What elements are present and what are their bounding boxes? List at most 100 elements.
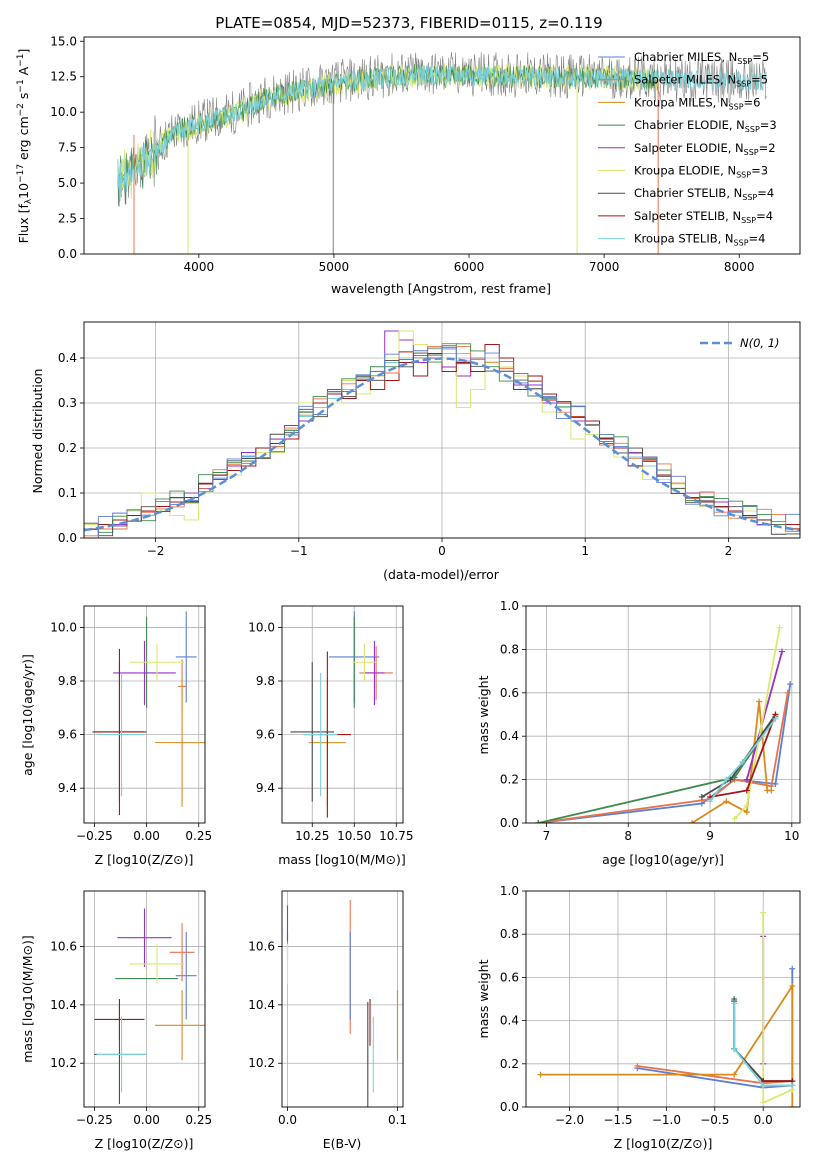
histogram-axes-plot-area [84,330,800,538]
y-tick-label: 10.6 [248,939,275,953]
x-tick-label: 10 [784,829,799,843]
data-point-marker [776,624,783,631]
weight-vs-age-axes [522,605,801,827]
data-point-marker [789,1104,796,1107]
data-point-marker [760,1099,767,1106]
legend-name: Salpeter ELODIE, N [634,141,744,155]
y-tick-label: 1.0 [500,884,519,898]
data-point-marker [760,909,767,916]
y-tick-label: 2.5 [58,212,77,226]
legend-sub: SSP [736,171,751,180]
x-tick-label: 6000 [454,260,485,274]
y-tick-label: 10.0 [50,620,77,634]
y-tick-label: 9.6 [256,728,275,742]
data-point-marker [723,776,730,783]
x-tick-label: 8 [624,829,632,843]
data-point-marker [772,715,779,722]
data-point-marker [731,1045,738,1052]
legend-name: Kroupa STELIB, N [634,232,734,246]
legend-name: Chabrier MILES, N [634,50,737,64]
data-point-marker [756,698,763,705]
x-tick-label: 0.00 [133,829,160,843]
spectrum-axes [80,36,801,258]
x-tick-label: 0.1 [388,1113,407,1127]
x-tick-label: 10.75 [379,829,413,843]
mass-vs-ebv-axes [278,890,404,1111]
y-tick-label: 0.0 [500,1100,519,1114]
x-tick-label: 0 [438,544,446,558]
y-axis-label: mass weight [476,675,491,754]
weight-vs-z-axes-plot-area [537,909,796,1107]
x-axis-label: age [log10(age/yr)] [602,852,724,867]
y-tick-label: 0.3 [58,396,77,410]
x-tick-label: 4000 [184,260,215,274]
data-point-marker [739,759,746,766]
legend-nssp: =6 [744,95,761,109]
data-point-marker [731,1071,738,1078]
legend-nssp: =4 [757,186,774,200]
x-axis-label: (data-model)/error [383,567,500,582]
x-axis-label: mass [log10(M/M⊙)] [278,852,406,867]
y-axis-label: mass [log10(M/M⊙)] [20,935,35,1063]
mass-vs-z-axes [80,890,206,1111]
series-line [691,701,772,823]
x-tick-label: 7 [543,829,551,843]
legend-name: Salpeter MILES, N [634,73,736,87]
x-tick-label: 7000 [589,260,620,274]
spectrum-line [117,63,659,207]
y-tick-label: 0.2 [500,1057,519,1071]
x-axis-label: Z [log10(Z/Z⊙)] [95,852,194,867]
data-point-marker [537,1071,544,1078]
mass-vs-z-axes-plot-area [94,908,205,1105]
x-tick-label: −0.25 [76,1113,113,1127]
data-point-marker [789,1082,796,1089]
data-point-marker [731,1000,738,1007]
y-tick-label: 0.0 [500,816,519,830]
weight-vs-z-axes [522,890,801,1111]
data-point-marker [698,793,705,800]
legend-entry: Chabrier STELIB, NSSP=4 [634,186,774,202]
age-vs-mass-axes [278,605,404,827]
axes-frame [525,890,801,1108]
legend-entry: Salpeter MILES, NSSP=5 [634,73,768,89]
legend-nssp: =3 [751,164,768,178]
x-axis-label: Z [log10(Z/Z⊙)] [95,1136,194,1151]
legend-sub: SSP [744,148,759,157]
series-line [538,692,789,823]
series-line [701,713,777,798]
legend-nssp: =5 [752,50,769,64]
spectrum-axes-plot-area [117,52,767,254]
data-point-marker [698,800,705,807]
y-tick-label: 0.6 [500,970,519,984]
weight-vs-age-axes-plot-area [535,624,794,823]
data-point-marker [743,802,750,809]
y-tick-label: 10.4 [248,998,275,1012]
age-vs-mass-axes-plot-area [290,611,393,818]
y-tick-label: 1.0 [500,599,519,613]
x-tick-label: 2 [725,544,733,558]
legend-entry: N(0, 1) [740,336,780,350]
axes-frame [281,890,404,1108]
axes-frame [83,36,801,255]
legend-nssp: =2 [759,141,776,155]
x-tick-label: 0.25 [185,1113,212,1127]
y-tick-label: 0.0 [58,531,77,545]
series-line [745,651,783,780]
legend-name: Chabrier STELIB, N [634,186,742,200]
y-tick-label: 0.2 [58,441,77,455]
y-tick-label: 0.1 [58,486,77,500]
y-tick-label: 5.0 [58,176,77,190]
figure-title: PLATE=0854, MJD=52373, FIBERID=0115, z=0… [215,14,602,32]
y-tick-label: 9.8 [58,674,77,688]
histogram-axes [80,321,801,542]
data-point-marker [760,1082,767,1089]
legend-entry: Kroupa ELODIE, NSSP=3 [634,164,768,180]
spectrum-line [117,64,767,202]
data-point-marker [634,1062,641,1069]
y-tick-label: 0.8 [500,927,519,941]
x-tick-label: 10.25 [295,829,329,843]
y-axis-label: Normed distribution [30,369,45,494]
y-tick-label: 10.2 [248,1056,275,1070]
y-tick-label: 10.6 [50,939,77,953]
